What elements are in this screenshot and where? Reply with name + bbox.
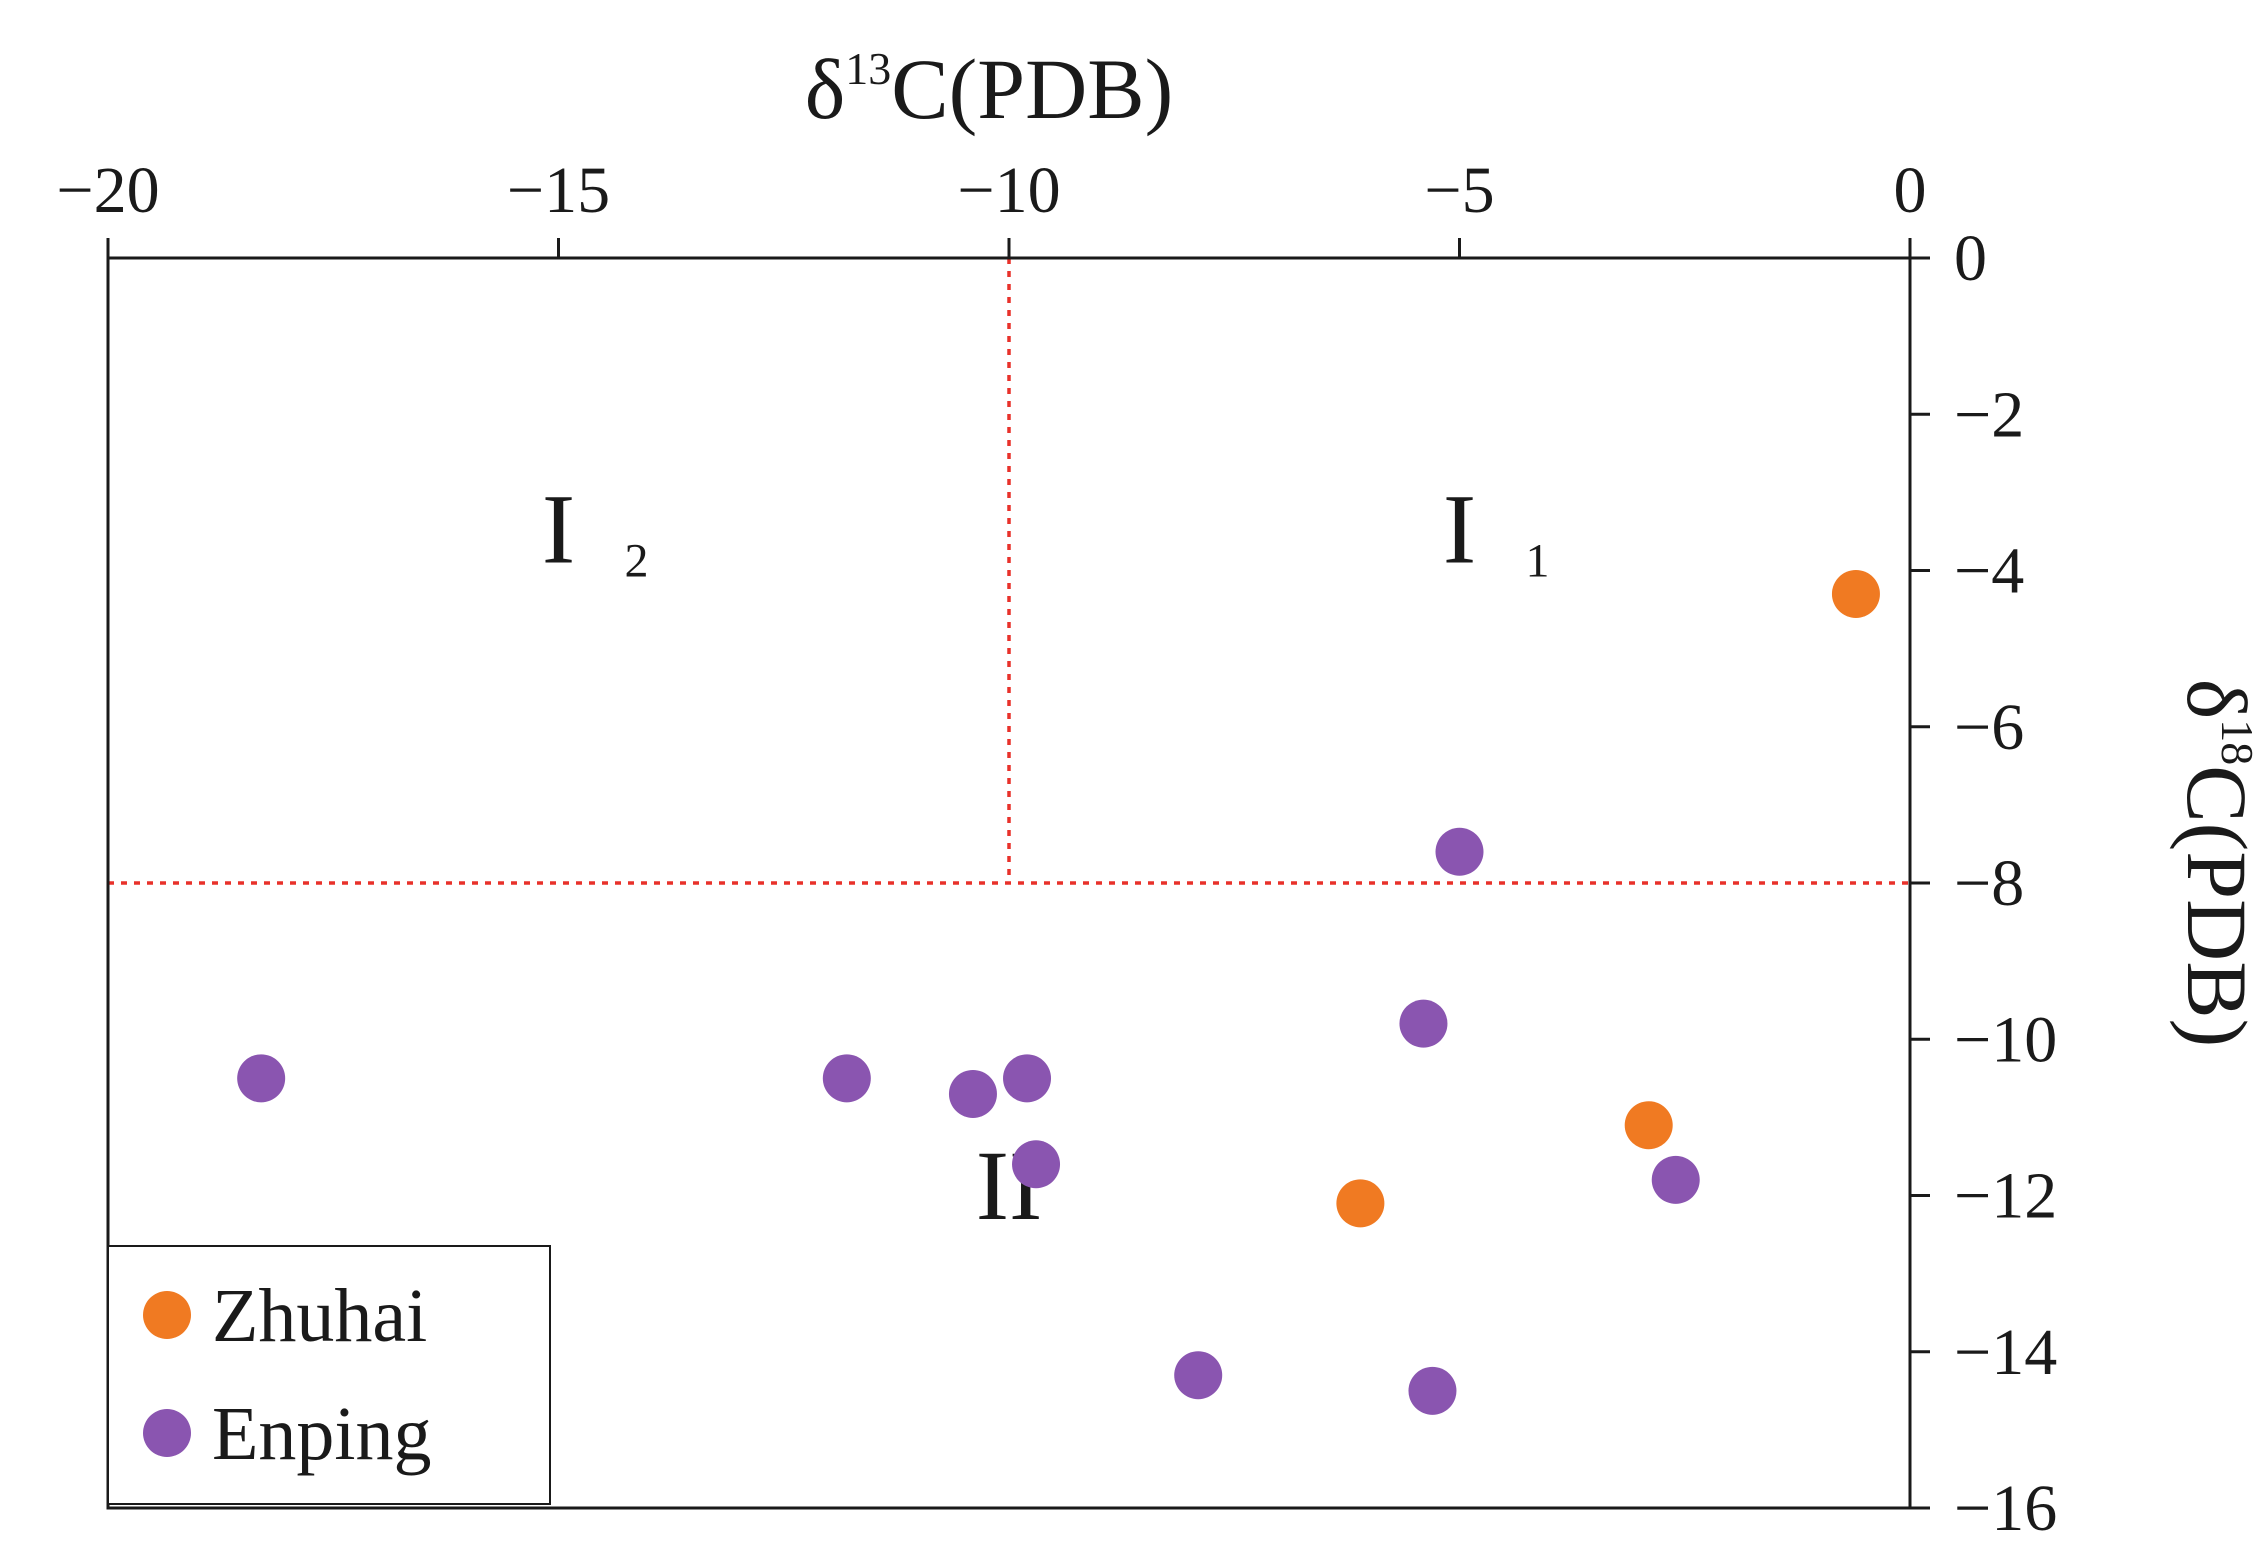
region-boundaries — [108, 258, 1910, 885]
data-point-enping — [237, 1054, 286, 1103]
legend-marker — [143, 1409, 191, 1457]
y-axis-title-superscript: 18 — [2212, 719, 2253, 765]
y-tick-label: −6 — [1954, 691, 2024, 764]
x-tick-label: 0 — [1894, 154, 1927, 227]
legend-box — [107, 1245, 551, 1505]
data-point-zhuhai — [1831, 569, 1880, 618]
y-axis-ticks: 0 −2 −4 −6 −8 −10 −12 −14 −16 — [1910, 222, 2057, 1545]
x-axis-title-symbol: δ — [805, 41, 846, 137]
y-axis-title-symbol: δ — [2169, 679, 2253, 720]
y-tick-label: −8 — [1954, 847, 2024, 920]
series-enping — [237, 827, 1700, 1415]
y-tick-label: −16 — [1954, 1472, 2057, 1545]
legend-item-zhuhai: Zhuhai — [143, 1274, 427, 1358]
data-point-enping — [1399, 999, 1448, 1048]
x-axis-ticks: −20 −15 −10 −5 0 — [56, 154, 1927, 258]
data-point-enping — [1408, 1366, 1457, 1415]
data-point-zhuhai — [1336, 1179, 1385, 1228]
legend-item-enping: Enping — [143, 1392, 432, 1476]
data-point-zhuhai — [1624, 1101, 1673, 1150]
x-tick-label: −20 — [56, 154, 159, 227]
data-point-enping — [1435, 827, 1484, 876]
legend-marker — [143, 1291, 191, 1339]
y-axis-title: δ18C(PDB) — [2169, 679, 2253, 1047]
y-tick-label: −4 — [1954, 535, 2024, 608]
data-point-enping — [1651, 1155, 1700, 1204]
data-points — [237, 569, 1880, 1415]
data-point-enping — [948, 1069, 997, 1118]
legend-label: Enping — [212, 1392, 432, 1476]
x-axis-title: δ13C(PDB) — [805, 41, 1173, 137]
x-tick-label: −15 — [507, 154, 610, 227]
legend-label: Zhuhai — [212, 1274, 427, 1358]
y-axis-title-rest: C(PDB) — [2169, 765, 2253, 1047]
data-point-enping — [822, 1054, 871, 1103]
y-tick-label: −14 — [1954, 1316, 2057, 1389]
data-point-enping — [1174, 1351, 1223, 1400]
region-subscript: 2 — [625, 535, 649, 588]
series-zhuhai — [1336, 569, 1880, 1228]
data-point-enping — [1012, 1140, 1061, 1189]
region-main-label: I — [1443, 474, 1476, 585]
x-tick-label: −10 — [957, 154, 1060, 227]
x-tick-label: −5 — [1424, 154, 1494, 227]
x-axis-title-superscript: 13 — [845, 43, 891, 94]
x-axis-title-rest: C(PDB) — [891, 41, 1173, 137]
legend: Zhuhai Enping — [107, 1245, 551, 1505]
y-tick-label: −10 — [1954, 1003, 2057, 1076]
y-tick-label: −2 — [1954, 378, 2024, 451]
region-subscript: 1 — [1526, 535, 1550, 588]
region-main-label: I — [542, 474, 575, 585]
region-labels: I 2 I 1II — [542, 474, 1550, 1241]
y-tick-label: −12 — [1954, 1160, 2057, 1233]
data-point-enping — [1003, 1054, 1052, 1103]
y-tick-label: 0 — [1954, 222, 1987, 295]
